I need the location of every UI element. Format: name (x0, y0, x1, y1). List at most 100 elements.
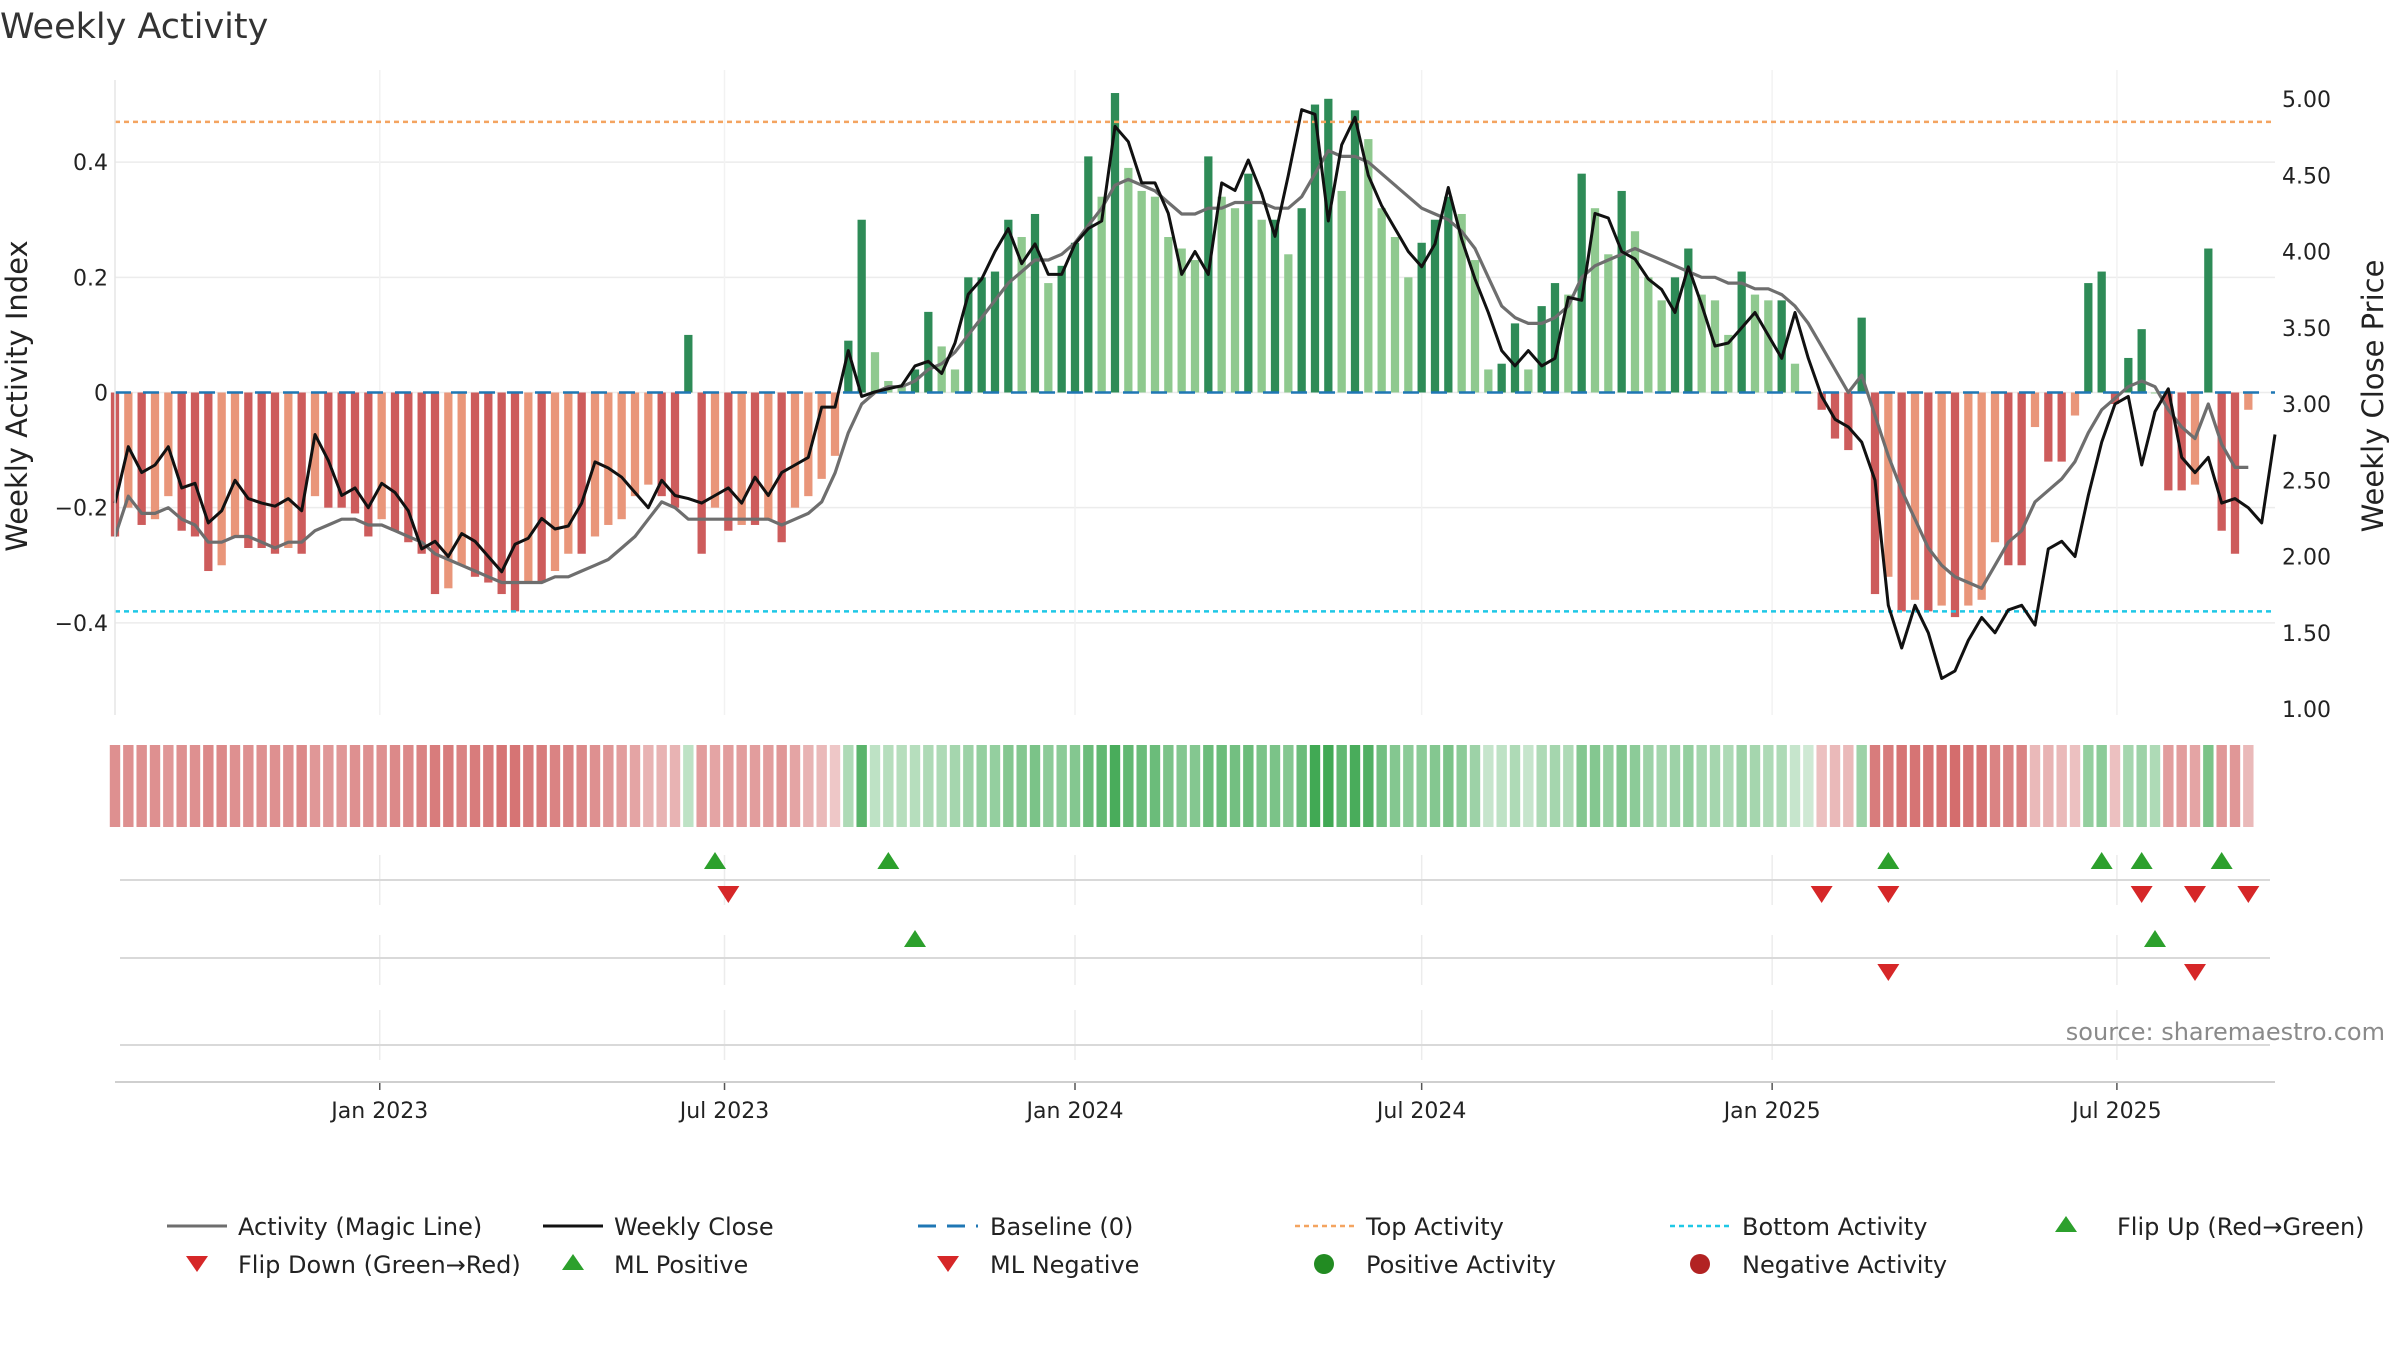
heat-cell (2243, 745, 2254, 827)
legend-magic-line: Activity (Magic Line) (238, 1213, 482, 1241)
heat-cell (2176, 745, 2187, 827)
heat-cell (709, 745, 721, 827)
activity-bar (324, 392, 333, 508)
heat-cell (2083, 745, 2094, 827)
activity-bar (1457, 213, 1466, 393)
heat-cell (1149, 745, 1161, 827)
activity-bar (150, 392, 160, 520)
activity-bar (230, 392, 240, 537)
activity-bar (430, 392, 440, 595)
x-tick-label: Jan 2024 (1025, 1099, 1124, 1124)
flip-down-marker (2130, 886, 2153, 903)
heat-cell (416, 745, 427, 827)
activity-bar (617, 392, 626, 520)
x-tick-label: Jan 2023 (329, 1099, 428, 1124)
heat-cell (2229, 745, 2241, 827)
heat-cell (2043, 745, 2054, 827)
activity-bar (1697, 294, 1706, 393)
activity-bar (350, 392, 360, 514)
heat-cell (1003, 745, 1014, 827)
activity-bar (1964, 392, 1973, 606)
activity-bar (1550, 283, 1560, 393)
activity-bar (644, 392, 653, 485)
activity-bar (364, 392, 373, 537)
left-tick-label: 0.2 (73, 266, 108, 291)
activity-bar (1284, 254, 1293, 393)
heat-cell (843, 745, 854, 827)
activity-bar (1724, 334, 1733, 393)
activity-bar (497, 392, 506, 595)
activity-bar (2177, 392, 2186, 491)
heat-cell (1963, 745, 1974, 827)
activity-bar (1310, 104, 1320, 393)
activity-bar (2017, 392, 2026, 566)
heat-cell (1749, 745, 1761, 827)
heat-cell (1923, 745, 1934, 827)
activity-bar (830, 392, 840, 456)
activity-bar (1830, 392, 1840, 439)
activity-bar (204, 392, 213, 572)
heat-cell (1843, 745, 1854, 827)
heat-cell (1736, 745, 1747, 827)
heat-cell (869, 745, 881, 827)
activity-bars (110, 93, 2253, 618)
activity-bar (764, 392, 773, 520)
heat-cell (1723, 745, 1734, 827)
heat-cell (189, 745, 201, 827)
activity-bar (1617, 190, 1626, 393)
heat-cell (1043, 745, 1054, 827)
ml-negative-marker (2184, 964, 2206, 981)
heat-cell (1576, 745, 1587, 827)
legend-flip-down-icon (186, 1256, 208, 1272)
heat-cell (603, 745, 614, 827)
heat-cell (256, 745, 267, 827)
heat-cell (1229, 745, 1241, 827)
heat-cell (243, 745, 254, 827)
signal-rows (120, 852, 2270, 1046)
heat-cell (1163, 745, 1174, 827)
activity-bar (1977, 392, 1986, 600)
heat-cell (443, 745, 454, 827)
heat-cell (176, 745, 187, 827)
right-tick-label: 1.00 (2282, 698, 2331, 723)
activity-bar (1537, 306, 1546, 393)
activity-bar (630, 392, 640, 497)
heat-cell (696, 745, 707, 827)
activity-bar (1137, 190, 1146, 393)
heat-cell (376, 745, 387, 827)
legend-flip-down: Flip Down (Green→Red) (238, 1251, 521, 1279)
heat-cell (589, 745, 601, 827)
heat-cell (389, 745, 401, 827)
activity-bar (1350, 110, 1360, 393)
heat-cell (1216, 745, 1227, 827)
activity-bar (1790, 363, 1800, 393)
heat-cell (1363, 745, 1374, 827)
heat-cell (2163, 745, 2174, 827)
heat-cell (2136, 745, 2147, 827)
activity-bar (2230, 392, 2240, 554)
heat-cell (656, 745, 667, 827)
source-note: source: sharemaestro.com (2066, 1018, 2385, 1046)
heat-cell (936, 745, 947, 827)
activity-bar (1777, 300, 1786, 393)
flip-down-marker (2184, 886, 2206, 903)
activity-bar (1604, 254, 1613, 393)
heat-cell (1243, 745, 1254, 827)
heat-cell (1896, 745, 1907, 827)
heat-cell (123, 745, 134, 827)
heat-cell (2056, 745, 2067, 827)
heat-cell (136, 745, 147, 827)
activity-bar (1270, 219, 1280, 393)
heat-cell (2069, 745, 2081, 827)
heat-cell (923, 745, 934, 827)
heat-cell (1189, 745, 1201, 827)
activity-bar (1404, 277, 1413, 393)
heat-cell (1616, 745, 1627, 827)
heat-cell (1176, 745, 1187, 827)
activity-bar (244, 392, 253, 548)
activity-bar (724, 392, 733, 531)
ml-positive-marker (2144, 930, 2166, 947)
heat-cell (296, 745, 307, 827)
heat-cell (2149, 745, 2161, 827)
heat-cell (2029, 745, 2041, 827)
